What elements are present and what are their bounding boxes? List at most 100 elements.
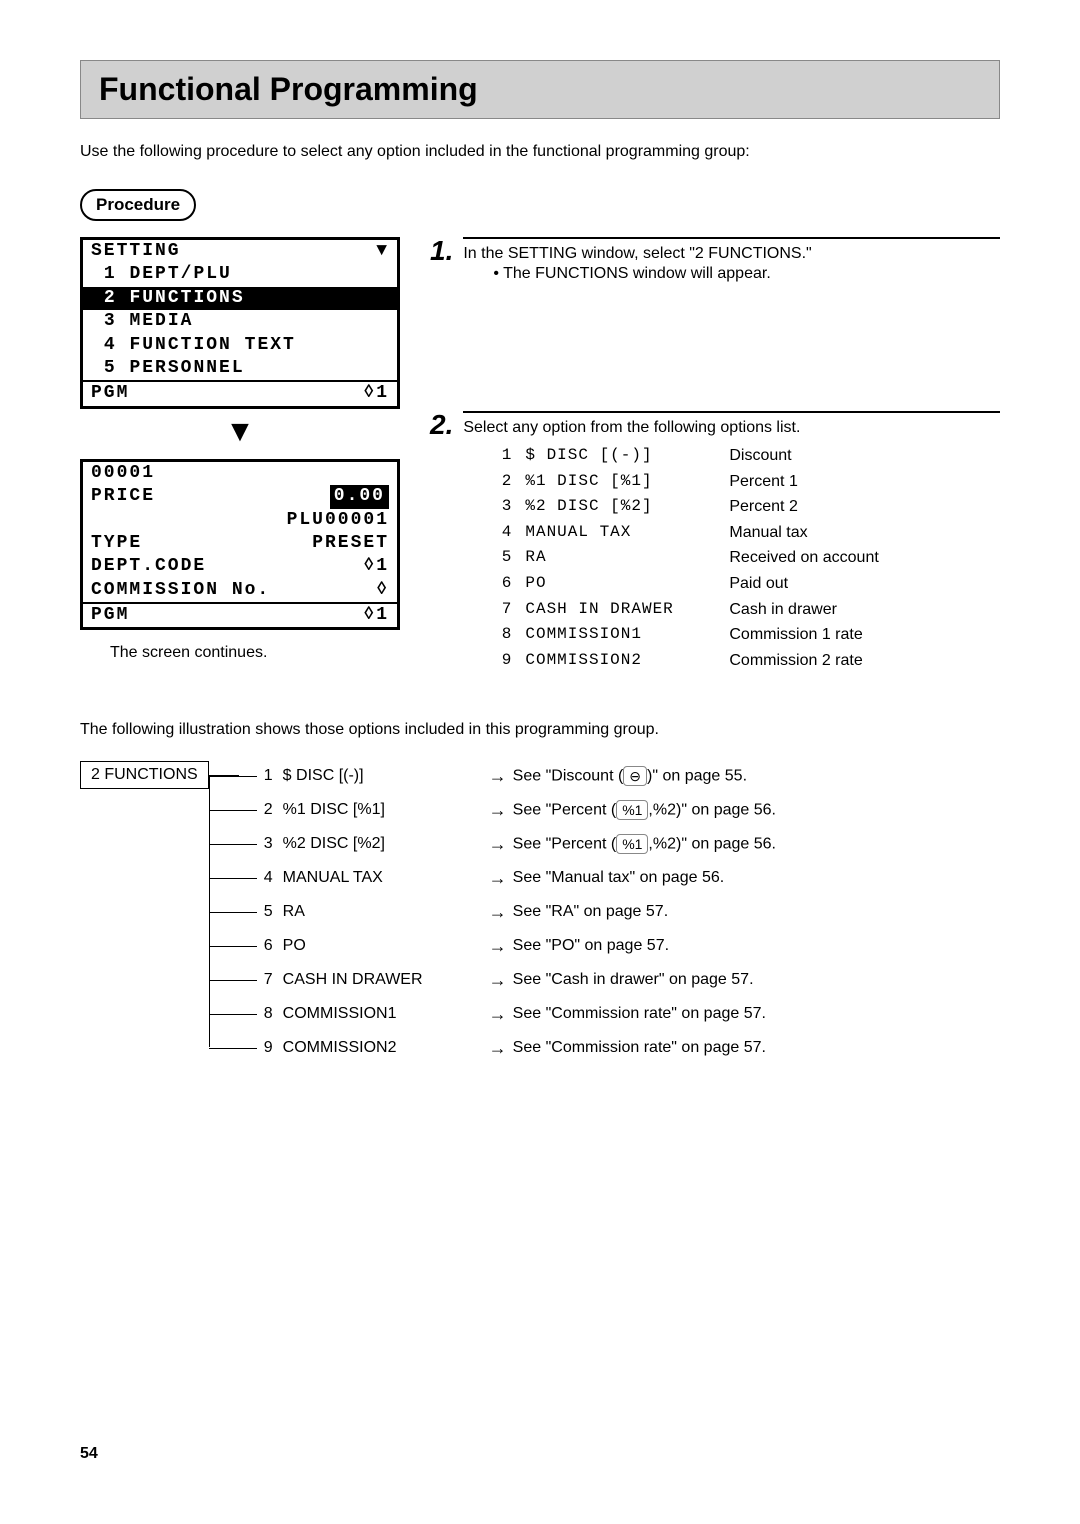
lcd1-arrow: ▼: [376, 240, 389, 263]
arrow-icon: →: [489, 936, 507, 957]
tree-hline: [209, 912, 257, 913]
tree-ref: See "Percent (%1,%2)" on page 56.: [513, 834, 776, 854]
step-1: 1. In the SETTING window, select "2 FUNC…: [430, 237, 1000, 283]
option-code: PO: [525, 571, 715, 597]
option-row: 7 CASH IN DRAWER Cash in drawer: [493, 597, 1000, 623]
tree-ref: See "Cash in drawer" on page 57.: [513, 971, 754, 989]
key-icon: %1: [616, 834, 648, 854]
tree-item: 1 $ DISC [(-)] → See "Discount (⊖)" on page…: [239, 759, 776, 793]
right-column: 1. In the SETTING window, select "2 FUNC…: [430, 237, 1000, 681]
option-code: COMMISSION2: [525, 648, 715, 674]
tree-idx: 2: [257, 801, 273, 819]
option-row: 9COMMISSION2Commission 2 rate: [493, 648, 1000, 674]
option-row: 6POPaid out: [493, 571, 1000, 597]
tree-ref: See "Commission rate" on page 57.: [513, 1005, 766, 1023]
option-desc: Discount: [729, 443, 1000, 469]
option-code: RA: [525, 545, 715, 571]
arrow-icon: →: [489, 766, 507, 787]
illustration-box: 2 FUNCTIONS: [80, 761, 209, 789]
option-code: %2 DISC [%2]: [525, 494, 715, 520]
option-idx: 4: [493, 520, 511, 546]
lcd2-row1: 00001: [91, 462, 155, 485]
tree-ref: See "Commission rate" on page 57.: [513, 1039, 766, 1057]
tree-idx: 8: [257, 1005, 273, 1023]
tree-label: RA: [283, 903, 483, 921]
lcd2-plu: PLU00001: [287, 509, 389, 532]
option-desc: Percent 1: [729, 469, 1000, 495]
option-row: 1 $ DISC [(-)] Discount: [493, 443, 1000, 469]
tree-item: 9 COMMISSION2 → See "Commission rate" on pa…: [239, 1031, 776, 1065]
arrow-icon: →: [489, 834, 507, 855]
option-row: 5 RA Received on account: [493, 545, 1000, 571]
option-code: CASH IN DRAWER: [525, 597, 715, 623]
procedure-badge: Procedure: [80, 189, 196, 221]
step1-sub: • The FUNCTIONS window will appear.: [493, 265, 1000, 283]
option-row: 2%1 DISC [%1]Percent 1: [493, 469, 1000, 495]
option-row: 3%2 DISC [%2]Percent 2: [493, 494, 1000, 520]
tree-container: 1 $ DISC [(-)] → See "Discount (⊖)" on page…: [209, 759, 776, 1065]
tree-label: COMMISSION2: [283, 1039, 483, 1057]
lcd1-footer-left: PGM: [91, 382, 129, 405]
option-desc: Cash in drawer: [729, 597, 1000, 623]
tree-ref: See "Manual tax" on page 56.: [513, 869, 725, 887]
arrow-icon: →: [489, 970, 507, 991]
tree-label: CASH IN DRAWER: [283, 971, 483, 989]
tree-label: PO: [283, 937, 483, 955]
lcd2-footer-right: ◊1: [363, 604, 389, 627]
tree-label: MANUAL TAX: [283, 869, 483, 887]
tree-hline: [209, 844, 257, 845]
option-code: $ DISC [(-)]: [525, 443, 715, 469]
tree-label: $ DISC [(-)]: [283, 767, 483, 785]
tree-idx: 9: [257, 1039, 273, 1057]
tree-label: COMMISSION1: [283, 1005, 483, 1023]
tree-item: 8 COMMISSION1 → See "Commission rate" on pa…: [239, 997, 776, 1031]
option-idx: 3: [493, 494, 511, 520]
tree-hline: [209, 1014, 257, 1015]
key-icon: ⊖: [623, 766, 647, 786]
tree-hline: [209, 878, 257, 879]
tree-idx: 4: [257, 869, 273, 887]
tree-item: 2%1 DISC [%1]→See "Percent (%1,%2)" on p…: [239, 793, 776, 827]
option-desc: Received on account: [729, 545, 1000, 571]
lcd1-line1: 1 DEPT/PLU: [91, 263, 232, 286]
step2-num: 2.: [430, 411, 453, 439]
lcd2-footer-left: PGM: [91, 604, 129, 627]
option-idx: 6: [493, 571, 511, 597]
step2-text: Select any option from the following opt…: [463, 419, 800, 436]
option-code: COMMISSION1: [525, 622, 715, 648]
lcd2-price-val: 0.00: [330, 485, 389, 508]
option-idx: 8: [493, 622, 511, 648]
tree-ref: See "RA" on page 57.: [513, 903, 668, 921]
lcd2-dept-label: DEPT.CODE: [91, 555, 206, 578]
tree-idx: 1: [257, 767, 273, 785]
procedure-columns: SETTING ▼ 1 DEPT/PLU 2 FUNCTIONS 3 MEDIA…: [80, 237, 1000, 681]
lcd1-line5: 5 PERSONNEL: [91, 357, 245, 380]
lcd2-price-label: PRICE: [91, 485, 155, 508]
tree-idx: 3: [257, 835, 273, 853]
option-idx: 1: [493, 443, 511, 469]
option-row: 8COMMISSION1Commission 1 rate: [493, 622, 1000, 648]
arrow-icon: →: [489, 1038, 507, 1059]
tree-hline: [209, 946, 257, 947]
option-desc: Manual tax: [729, 520, 1000, 546]
option-idx: 5: [493, 545, 511, 571]
lcd1-footer-right: ◊1: [363, 382, 389, 405]
tree-ref: See "Discount (⊖)" on page 55.: [513, 766, 747, 786]
lcd2-comm-label: COMMISSION No.: [91, 579, 270, 602]
tree-item: 4MANUAL TAX→See "Manual tax" on page 56.: [239, 861, 776, 895]
tree-item: 5RA→See "RA" on page 57.: [239, 895, 776, 929]
options-table: 1 $ DISC [(-)] Discount2%1 DISC [%1]Percen…: [493, 443, 1000, 673]
option-idx: 7: [493, 597, 511, 623]
step1-text: In the SETTING window, select "2 FUNCTIO…: [463, 245, 811, 262]
page-footer: 54: [80, 1445, 1000, 1463]
lcd1-title: SETTING: [91, 240, 181, 263]
arrow-icon: →: [489, 800, 507, 821]
lcd-screen-1: SETTING ▼ 1 DEPT/PLU 2 FUNCTIONS 3 MEDIA…: [80, 237, 400, 409]
lcd2-type-val: PRESET: [312, 532, 389, 555]
step-2: 2. Select any option from the following …: [430, 411, 1000, 673]
arrow-icon: →: [489, 1004, 507, 1025]
option-idx: 2: [493, 469, 511, 495]
page-header: Functional Programming: [80, 60, 1000, 119]
lcd1-line3: 3 MEDIA: [91, 310, 193, 333]
lcd-screen-2: 00001 PRICE 0.00 PLU00001 TYPE PRESET DE…: [80, 459, 400, 631]
